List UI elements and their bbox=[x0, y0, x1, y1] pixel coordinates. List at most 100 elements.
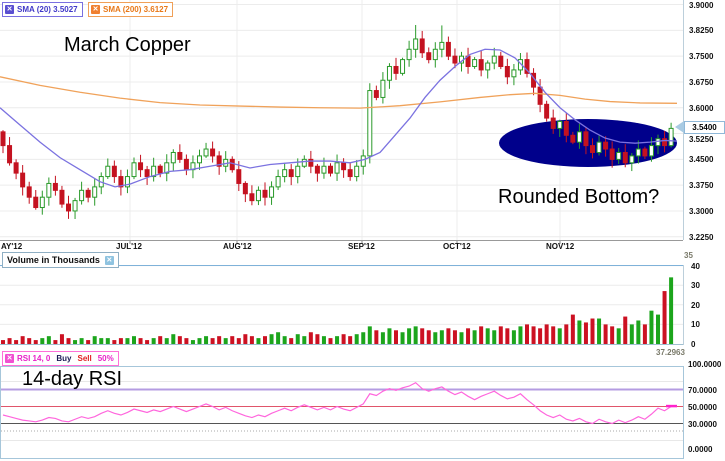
volume-bar bbox=[321, 336, 326, 344]
volume-bar bbox=[315, 334, 320, 344]
rsi-pct-label: 50% bbox=[97, 354, 114, 363]
volume-bar bbox=[138, 338, 143, 344]
close-icon[interactable]: ✕ bbox=[104, 255, 114, 265]
volume-axis-label: 30 bbox=[691, 281, 700, 291]
volume-bar bbox=[151, 338, 156, 344]
volume-bar bbox=[446, 328, 451, 344]
price-axis-label: 3.5250 bbox=[689, 134, 714, 144]
candle bbox=[118, 176, 124, 188]
rsi-axis-label: 0.0000 bbox=[688, 445, 713, 454]
sma20-legend-label: SMA (20) 3.5027 bbox=[17, 5, 78, 14]
current-price-marker: 3.5400 bbox=[684, 121, 725, 134]
sma200-line bbox=[0, 76, 678, 109]
candle bbox=[419, 38, 425, 54]
volume-bar bbox=[610, 326, 615, 344]
volume-bar bbox=[577, 320, 582, 344]
volume-bar bbox=[282, 336, 287, 344]
candle bbox=[183, 158, 189, 171]
rsi-axis-label: 50.0000 bbox=[688, 402, 717, 412]
volume-bar bbox=[583, 322, 588, 344]
volume-bar bbox=[92, 336, 97, 344]
volume-bar bbox=[433, 332, 438, 344]
volume-tab[interactable]: Volume in Thousands ✕ bbox=[2, 252, 119, 268]
volume-bar bbox=[492, 330, 497, 344]
volume-bar bbox=[518, 326, 523, 344]
volume-bar bbox=[243, 334, 248, 344]
volume-bar bbox=[171, 334, 176, 344]
volume-bar bbox=[341, 334, 346, 344]
volume-bar bbox=[407, 328, 412, 344]
price-axis-label: 3.3000 bbox=[689, 206, 714, 216]
volume-bar bbox=[662, 291, 667, 344]
volume-bar bbox=[354, 334, 359, 344]
candle bbox=[242, 182, 248, 195]
candle bbox=[491, 55, 497, 64]
volume-bar bbox=[14, 340, 19, 344]
volume-bar bbox=[145, 340, 150, 344]
month-label: JUL'12 bbox=[116, 242, 142, 251]
close-icon[interactable]: ✕ bbox=[5, 354, 14, 363]
volume-bar bbox=[210, 338, 215, 344]
volume-bar bbox=[276, 332, 281, 344]
volume-bar bbox=[164, 338, 169, 344]
rounded-bottom-annotation: Rounded Bottom? bbox=[498, 186, 660, 208]
volume-bar bbox=[184, 338, 189, 344]
volume-bar bbox=[79, 338, 84, 344]
volume-last-value-label: 35 bbox=[684, 251, 693, 260]
volume-bar bbox=[217, 336, 222, 344]
volume-bar bbox=[335, 336, 340, 344]
volume-bar bbox=[623, 316, 628, 344]
candle bbox=[105, 165, 111, 178]
volume-bar bbox=[511, 330, 516, 344]
candle bbox=[295, 165, 301, 178]
candle bbox=[85, 189, 91, 198]
candle bbox=[334, 162, 340, 174]
candle bbox=[308, 158, 314, 167]
candle bbox=[648, 145, 654, 157]
candle bbox=[537, 86, 543, 105]
volume-bar bbox=[485, 328, 490, 344]
candle bbox=[472, 59, 478, 67]
candle bbox=[164, 162, 170, 174]
volume-bar bbox=[597, 318, 602, 344]
candle bbox=[46, 182, 52, 198]
volume-bar bbox=[20, 336, 25, 344]
rsi-annotation: 14-day RSI bbox=[22, 368, 123, 390]
rsi-line bbox=[2, 381, 672, 425]
close-icon[interactable]: ✕ bbox=[91, 5, 100, 14]
candle bbox=[255, 189, 261, 202]
candle bbox=[328, 165, 333, 174]
volume-bar bbox=[73, 340, 78, 344]
candle bbox=[354, 165, 360, 178]
volume-axis-label: 20 bbox=[691, 300, 700, 310]
candle bbox=[485, 62, 491, 71]
volume-bar bbox=[40, 338, 45, 344]
candle bbox=[72, 200, 78, 212]
candle bbox=[151, 165, 157, 178]
price-axis-label: 3.9000 bbox=[689, 0, 714, 10]
candle bbox=[413, 38, 419, 50]
chart-title-annotation: March Copper bbox=[64, 34, 191, 56]
rsi-last-value-label: 37.2963 bbox=[656, 348, 685, 357]
volume-bar bbox=[400, 332, 405, 344]
candle bbox=[452, 55, 458, 64]
volume-bar bbox=[59, 334, 64, 344]
candle bbox=[282, 169, 288, 178]
candle bbox=[426, 52, 432, 61]
candle bbox=[321, 165, 327, 174]
candle bbox=[210, 148, 216, 157]
volume-bar bbox=[223, 338, 228, 344]
candle bbox=[445, 41, 451, 57]
candle bbox=[478, 59, 484, 71]
volume-bar bbox=[118, 338, 123, 344]
close-icon[interactable]: ✕ bbox=[5, 5, 14, 14]
volume-bar bbox=[380, 332, 385, 344]
candle bbox=[39, 196, 45, 209]
price-axis-label: 3.2250 bbox=[689, 232, 714, 242]
candles bbox=[0, 24, 674, 220]
rsi-axis-label: 30.0000 bbox=[688, 419, 717, 429]
volume-bar bbox=[302, 336, 307, 344]
sma200-legend-chip: ✕ SMA (200) 3.6127 bbox=[88, 2, 174, 17]
volume-bar bbox=[295, 334, 300, 344]
